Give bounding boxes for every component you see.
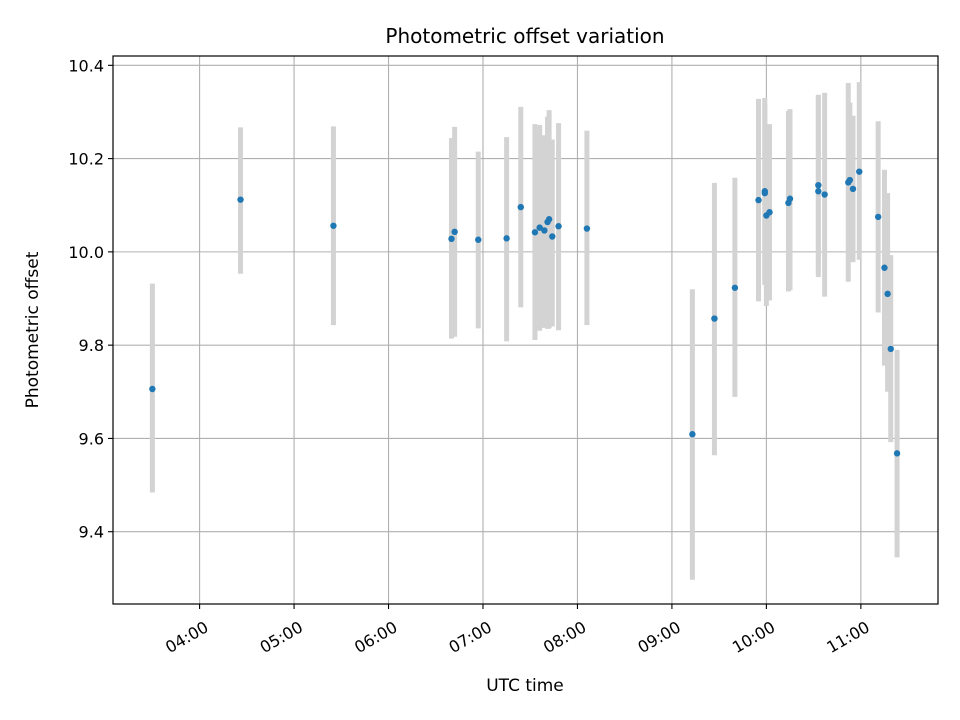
data-point [874, 213, 882, 221]
data-point [856, 168, 863, 175]
data-point [731, 284, 739, 291]
data-point [583, 225, 591, 232]
data-point [893, 450, 901, 457]
data-points [149, 168, 901, 457]
data-point [545, 216, 553, 223]
data-point [555, 223, 562, 230]
data-point [849, 185, 857, 193]
data-point [815, 188, 822, 195]
data-point [887, 345, 894, 353]
data-point [237, 196, 244, 203]
plot-frame [112, 55, 939, 605]
x-axis-title: UTC time [486, 676, 564, 696]
data-point [846, 176, 854, 184]
data-point [517, 203, 524, 211]
data-point [536, 224, 543, 231]
data-point [149, 385, 156, 393]
data-point [766, 209, 773, 216]
y-tick-label: 9.8 [79, 336, 104, 355]
y-tick-label: 10.4 [68, 56, 104, 75]
data-point [815, 181, 822, 189]
y-tick-label: 9.4 [79, 523, 104, 542]
data-point [448, 235, 455, 243]
chart-title: Photometric offset variation [385, 24, 664, 48]
grid [113, 56, 938, 604]
data-point [881, 264, 888, 271]
data-point [821, 191, 828, 198]
data-point [531, 229, 539, 236]
data-point [503, 235, 510, 242]
data-point [475, 236, 482, 243]
y-tick-label: 10.2 [68, 150, 104, 169]
data-point [541, 227, 548, 234]
data-point [786, 195, 794, 202]
data-point [451, 228, 458, 236]
y-axis-title: Photometric offset [23, 251, 43, 408]
data-point [689, 431, 696, 438]
data-point [884, 290, 891, 298]
data-point [330, 222, 337, 229]
y-tick-label: 9.6 [79, 429, 104, 448]
data-point [761, 189, 769, 197]
y-axis-ticks: 9.4 9.6 9.8 10.0 10.2 10.4 [68, 56, 113, 542]
data-point [711, 315, 718, 322]
data-point [755, 196, 762, 204]
data-point [549, 233, 556, 240]
y-tick-label: 10.0 [68, 243, 104, 262]
